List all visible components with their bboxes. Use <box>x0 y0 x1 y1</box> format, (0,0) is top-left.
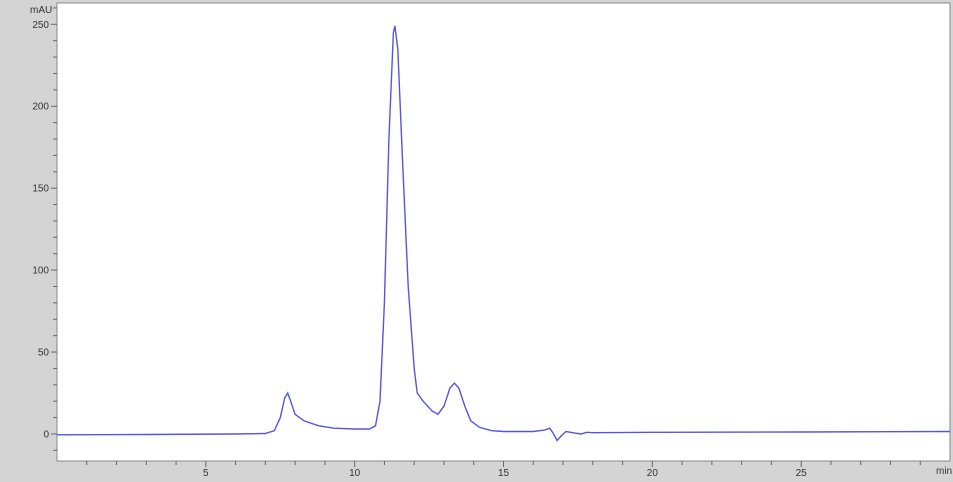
y-tick-label: 100 <box>32 266 49 277</box>
x-tick-label: 10 <box>349 468 361 479</box>
y-tick-label: 250 <box>32 20 49 31</box>
y-tick-label: 200 <box>32 102 49 113</box>
x-axis-label: min <box>936 466 952 477</box>
y-tick-label: 50 <box>38 348 50 359</box>
x-tick-label: 15 <box>498 468 510 479</box>
y-tick-label: 0 <box>43 429 49 440</box>
series-line <box>56 25 951 442</box>
x-tick-label: 25 <box>796 468 808 479</box>
x-tick-label: 20 <box>647 468 659 479</box>
x-tick-label: 5 <box>203 468 209 479</box>
y-axis-label: mAU <box>30 5 52 16</box>
y-tick-label: 150 <box>32 184 49 195</box>
plot-area <box>56 2 951 462</box>
